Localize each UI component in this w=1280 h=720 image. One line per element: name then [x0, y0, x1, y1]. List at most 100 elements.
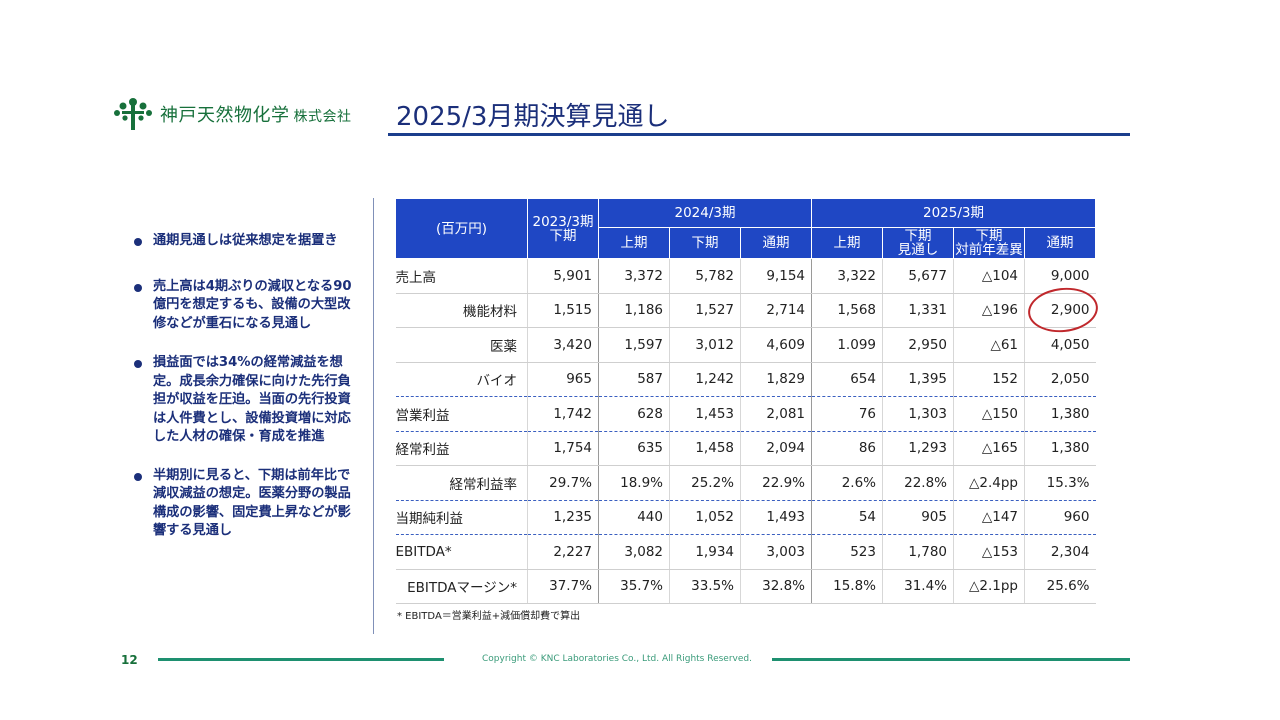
table-row: バイオ 965 587 1,242 1,829 654 1,395 152 2,050: [395, 362, 1096, 397]
table-cell: 2,050: [1024, 362, 1096, 397]
table-cell: 3,322: [811, 258, 883, 294]
table-cell: 1,754: [527, 431, 599, 466]
bullet-dot-icon: [134, 360, 142, 368]
table-cell: 1,458: [669, 431, 741, 466]
table-cell: 5,782: [669, 258, 741, 294]
table-cell: △147: [953, 500, 1025, 535]
company-name: 神戸天然物化学 株式会社: [160, 105, 352, 126]
table-cell: 1,186: [598, 293, 670, 328]
header-2024-h2: 下期: [669, 227, 741, 259]
table-cell: 965: [527, 362, 599, 397]
table-row: 医薬 3,420 1,597 3,012 4,609 1.099 2,950 △61 4,050: [395, 327, 1096, 363]
row-label: EBITDA*: [395, 534, 528, 570]
header-2025-h2-forecast: 下期 見通し: [882, 227, 954, 259]
table-cell: 2,227: [527, 534, 599, 570]
table-cell: 1,331: [882, 293, 954, 328]
tree-logo-icon: [114, 98, 152, 130]
column-divider: [373, 198, 374, 634]
row-label: 経常利益: [395, 431, 528, 466]
table-cell: 1,242: [669, 362, 741, 397]
row-label: EBITDAマージン*: [395, 569, 528, 604]
table-cell: 1,568: [811, 293, 883, 328]
bullet-item: 売上高は4期ぶりの減収となる90億円を想定するも、設備の大型改修などが重石になる…: [134, 278, 362, 334]
table-cell: △2.4pp: [953, 465, 1025, 501]
table-cell: △153: [953, 534, 1025, 570]
title-underline: [388, 133, 1130, 136]
table-cell: △196: [953, 293, 1025, 328]
table-cell: 32.8%: [740, 569, 812, 604]
row-label: 医薬: [395, 327, 528, 363]
table-cell: 2,714: [740, 293, 812, 328]
table-cell: 960: [1024, 500, 1096, 535]
table-cell: △61: [953, 327, 1025, 363]
table-cell: 3,082: [598, 534, 670, 570]
table-cell: 9,154: [740, 258, 812, 294]
footer-line-right: [772, 658, 1130, 661]
header-2024-full: 通期: [740, 227, 812, 259]
table-cell: 1,742: [527, 396, 599, 432]
table-cell: 29.7%: [527, 465, 599, 501]
bullet-item: 通期見通しは従来想定を据置き: [134, 232, 362, 251]
table-cell: 25.2%: [669, 465, 741, 501]
table-cell: 3,372: [598, 258, 670, 294]
row-label: 売上高: [395, 258, 528, 294]
table-cell: 3,012: [669, 327, 741, 363]
table-cell: 25.6%: [1024, 569, 1096, 604]
table-cell: 35.7%: [598, 569, 670, 604]
table-cell: 4,050: [1024, 327, 1096, 363]
table-cell: 33.5%: [669, 569, 741, 604]
table-cell: 22.8%: [882, 465, 954, 501]
table-cell: 9,000: [1024, 258, 1096, 294]
financial-forecast-table: (百万円) 2023/3期 下期 2024/3期 2025/3期 上期 下期 通期…: [395, 198, 1101, 604]
table-cell: △165: [953, 431, 1025, 466]
table-row: 営業利益 1,742 628 1,453 2,081 76 1,303 △150 1,380: [395, 396, 1096, 432]
row-label: 経常利益率: [395, 465, 528, 501]
table-cell: 5,901: [527, 258, 599, 294]
table-cell: 654: [811, 362, 883, 397]
row-label: 営業利益: [395, 396, 528, 432]
table-cell: 2,900: [1024, 283, 1101, 336]
table-cell: 1,934: [669, 534, 741, 570]
company-logo: 神戸天然物化学 株式会社: [112, 96, 352, 132]
table-cell: 22.9%: [740, 465, 812, 501]
row-label: バイオ: [395, 362, 528, 397]
header-group-2024: 2024/3期: [598, 198, 812, 228]
table-cell: △2.1pp: [953, 569, 1025, 604]
table-cell: △104: [953, 258, 1025, 294]
table-cell: 1,597: [598, 327, 670, 363]
table-cell: 1,527: [669, 293, 741, 328]
row-label: 機能材料: [395, 293, 528, 328]
table-cell: 15.3%: [1024, 465, 1096, 501]
bullet-dot-icon: [134, 238, 142, 246]
bullet-dot-icon: [134, 283, 142, 292]
table-cell: 86: [811, 431, 883, 466]
bullet-dot-icon: [134, 472, 142, 481]
copyright-text: Copyright © KNC Laboratories Co., Ltd. A…: [482, 654, 752, 664]
page-title: 2025/3月期決算見通し: [396, 102, 670, 132]
table-row: EBITDAマージン* 37.7% 35.7% 33.5% 32.8% 15.8% 31.4…: [395, 569, 1096, 604]
table-row: 機能材料 1,515 1,186 1,527 2,714 1,568 1,331 △196 2,…: [395, 283, 1101, 336]
table-row: EBITDA* 2,227 3,082 1,934 3,003 523 1,780 △153 2…: [395, 534, 1096, 570]
table-cell: 587: [598, 362, 670, 397]
table-cell: 905: [882, 500, 954, 535]
table-cell: 1,293: [882, 431, 954, 466]
header-2024-h1: 上期: [598, 227, 670, 259]
table-cell: 37.7%: [527, 569, 599, 604]
table-cell: 1,052: [669, 500, 741, 535]
unit-header: (百万円): [395, 198, 528, 259]
table-cell: 1,303: [882, 396, 954, 432]
table-cell: 31.4%: [882, 569, 954, 604]
summary-bullets: 通期見通しは従来想定を据置き 売上高は4期ぶりの減収となる90億円を想定するも、…: [134, 232, 362, 561]
table-cell: 1,235: [527, 500, 599, 535]
table-cell: 3,003: [740, 534, 812, 570]
page-number: 12: [121, 653, 138, 667]
header-2025-h1: 上期: [811, 227, 883, 259]
table-cell: 3,420: [527, 327, 599, 363]
row-label: 当期純利益: [395, 500, 528, 535]
table-cell: 1,515: [527, 293, 599, 328]
table-cell: 1,453: [669, 396, 741, 432]
bullet-item: 半期別に見ると、下期は前年比で減収減益の想定。医薬分野の製品構成の影響、固定費上…: [134, 467, 362, 541]
table-cell: 440: [598, 500, 670, 535]
table-row: 経常利益 1,754 635 1,458 2,094 86 1,293 △165 1,380: [395, 431, 1096, 466]
table-row: 経常利益率 29.7% 18.9% 25.2% 22.9% 2.6% 22.8% △2.4pp…: [395, 465, 1096, 501]
